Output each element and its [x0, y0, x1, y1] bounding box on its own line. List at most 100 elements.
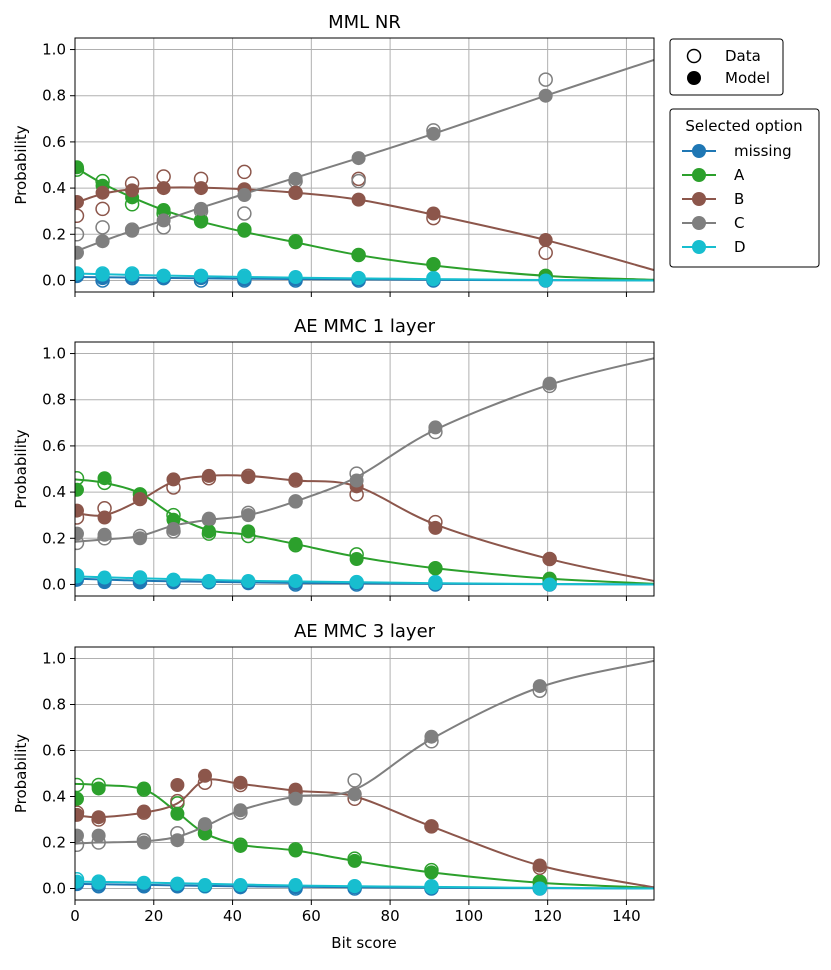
series-A-model-point: [241, 524, 256, 539]
series-A-model-point: [428, 561, 443, 576]
series-C-model-point: [349, 473, 364, 488]
legend-model-marker: [687, 71, 701, 85]
option-legend: Selected option missing A B C D: [669, 108, 820, 268]
series-D-model-point: [201, 573, 216, 588]
series-D-model-point: [197, 878, 212, 893]
series-A-model-point: [136, 781, 151, 796]
series-B-model-point: [75, 807, 84, 822]
x-tick-label: 120: [533, 907, 562, 925]
series-B-model-point: [288, 185, 303, 200]
legend-missing-marker: [692, 144, 706, 158]
series-B-data-point: [237, 164, 252, 180]
series-A-model-point: [347, 853, 362, 868]
series-D-model-point: [542, 577, 557, 592]
series-D-model-point: [95, 267, 110, 282]
series-C-model-point: [426, 126, 441, 141]
series-D-model-point: [288, 573, 303, 588]
series-D-model-point: [351, 271, 366, 286]
series-C-model-point: [97, 527, 112, 542]
series-B-model-point: [75, 194, 84, 209]
series-A-model-point: [426, 257, 441, 272]
legend-b-marker: [692, 192, 706, 206]
series-D-model-point: [288, 269, 303, 284]
series-C-model-point: [75, 526, 84, 541]
series-C-model-point: [532, 679, 547, 694]
plot-area: [75, 659, 654, 896]
series-A-model-point: [91, 781, 106, 796]
series-D-model-point: [194, 268, 209, 283]
series-B-model-point: [288, 472, 303, 487]
series-C-model-point: [288, 494, 303, 509]
legend-c-label: C: [734, 214, 744, 232]
series-C-model-point: [288, 791, 303, 806]
legend-a-marker: [692, 168, 706, 182]
series-C-model-point: [75, 245, 84, 260]
series-B-model-point: [241, 470, 256, 485]
series-C-model-point: [542, 376, 557, 391]
series-A-model-point: [288, 235, 303, 250]
series-C-data-point: [95, 220, 110, 235]
series-C-model-point: [166, 522, 181, 537]
series-C-model-point: [170, 833, 185, 848]
legend-a-label: A: [734, 166, 745, 184]
y-tick-label: 1.0: [42, 650, 66, 668]
series-D-model-point: [532, 881, 547, 896]
series-D-model-point: [75, 569, 84, 584]
series-D-model-point: [136, 875, 151, 890]
series-B-model-point: [156, 181, 171, 196]
series-C-data-point: [75, 227, 85, 242]
series-B-data-point: [75, 208, 85, 224]
series-D-model-point: [426, 272, 441, 287]
series-B-model-point: [233, 775, 248, 790]
axes-frame: [74, 37, 655, 293]
series-C-model-point: [233, 803, 248, 818]
series-D-model-point: [156, 268, 171, 283]
y-tick-label: 0.0: [42, 575, 66, 593]
series-A-model-point: [194, 214, 209, 229]
series-B-line: [75, 778, 654, 889]
series-C-model-point: [132, 531, 147, 546]
plot-area: [75, 357, 654, 592]
y-tick-label: 0.8: [42, 87, 66, 105]
series-D-model-point: [125, 267, 140, 282]
series-B-model-point: [125, 183, 140, 198]
series-A-model-point: [156, 203, 171, 218]
series-C-model-point: [194, 201, 209, 216]
series-B-data-point: [538, 245, 553, 260]
series-C-line: [75, 357, 654, 543]
series-B-model-point: [136, 804, 151, 819]
y-tick-label: 0.6: [42, 437, 66, 455]
series-B-model-point: [95, 185, 110, 200]
series-D-model-point: [166, 572, 181, 587]
x-tick-label: 20: [144, 907, 163, 925]
y-tick-label: 0.2: [42, 225, 66, 243]
series-C-model-point: [125, 223, 140, 238]
series-B-data-point: [95, 201, 110, 217]
series-B-model-point: [194, 181, 209, 196]
series-B-model-point: [166, 472, 181, 487]
panel-title: AE MMC 3 layer: [294, 621, 436, 642]
series-B-model-point: [197, 768, 212, 783]
panel-3: 0.0 0.2 0.4 0.6 0.8 1.0 0 20 40 60 80 100 120 140 AE M…: [12, 621, 655, 925]
legend-missing-label: missing: [734, 142, 792, 160]
panel-title: MML NR: [328, 12, 401, 33]
legend-b-label: B: [734, 190, 744, 208]
series-C-model-point: [237, 188, 252, 203]
series-C-data-point: [347, 773, 362, 788]
legend-c-marker: [692, 216, 706, 230]
series-A-model-point: [233, 838, 248, 853]
series-A-model-point: [75, 482, 84, 497]
legend-data-marker: [686, 48, 702, 64]
series-D-model-point: [233, 878, 248, 893]
series-C-data-point: [538, 72, 553, 87]
series-A-model-point: [75, 160, 84, 175]
x-tick-label: 100: [455, 907, 484, 925]
y-tick-label: 0.2: [42, 529, 66, 547]
series-B-model-point: [97, 510, 112, 525]
series-C-data-point: [237, 206, 252, 221]
panel-1: 0.0 0.2 0.4 0.6 0.8 1.0 MML NR Probability: [12, 12, 655, 297]
series-C-model-point: [347, 787, 362, 802]
